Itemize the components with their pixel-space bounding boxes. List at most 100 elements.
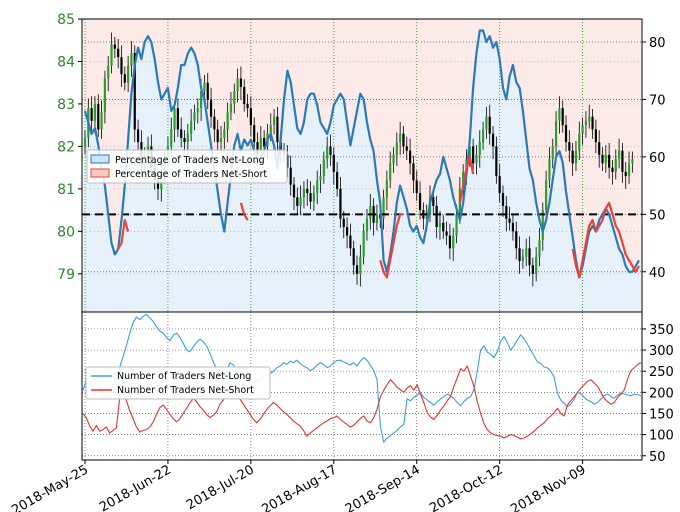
- long-shade-bar: [531, 179, 536, 312]
- short-shade-bar: [544, 19, 549, 221]
- long-shade-bar: [514, 82, 519, 312]
- candle-body: [203, 82, 206, 92]
- long-shade-bar: [610, 225, 615, 312]
- short-shade-bar: [146, 19, 151, 37]
- long-shade-bar: [541, 231, 545, 312]
- short-shade-bar: [391, 19, 396, 232]
- short-shade-bar: [352, 19, 356, 129]
- candle-body: [299, 197, 302, 206]
- date-tick-label: 2018-Oct-12: [427, 462, 505, 512]
- candle-body: [535, 256, 538, 274]
- candle-body: [598, 142, 601, 155]
- long-shade-bar: [342, 99, 346, 313]
- long-shade-bar: [179, 64, 184, 312]
- candle-body: [359, 256, 362, 274]
- short-shade-bar: [444, 19, 449, 169]
- candle-body: [253, 125, 256, 143]
- candle-body: [326, 146, 329, 160]
- short-shade-bar: [448, 19, 453, 180]
- candle-body: [93, 103, 97, 121]
- candle-body: [180, 129, 183, 138]
- price-axis: 79 80 81 82 83 84 85: [57, 12, 82, 283]
- candle-body: [345, 227, 349, 236]
- long-shade-bar: [524, 139, 529, 312]
- candle-body: [173, 108, 176, 130]
- candle-body: [385, 180, 388, 198]
- candle-body: [541, 210, 544, 240]
- candle-body: [226, 112, 229, 130]
- short-shade-bar: [219, 19, 224, 215]
- short-shade-bar: [96, 19, 101, 146]
- short-shade-bar: [398, 19, 403, 186]
- candle-body: [578, 133, 581, 151]
- candle-body: [216, 129, 219, 143]
- candle-body: [309, 193, 312, 202]
- candle-body: [229, 103, 233, 113]
- candle-body: [306, 188, 309, 194]
- candle-body: [402, 133, 405, 147]
- short-shade-bar: [206, 19, 210, 123]
- percent-tick-label: 40: [649, 266, 666, 281]
- candle-body: [551, 146, 554, 160]
- short-shade-bar: [381, 19, 386, 261]
- short-shade-bar: [524, 19, 529, 140]
- long-shade-bar: [627, 271, 632, 312]
- count-axis: 50 100 150 200 250 300 350: [642, 323, 674, 465]
- short-shade-bar: [186, 19, 190, 54]
- candle-body: [243, 86, 246, 104]
- candle-body: [117, 48, 120, 58]
- short-shade-bar: [547, 19, 552, 203]
- candle-body: [209, 99, 213, 117]
- candle-body: [621, 150, 624, 172]
- candle-body: [624, 171, 627, 177]
- long-shade-bar: [86, 122, 91, 312]
- short-shade-bar: [149, 19, 154, 42]
- candle-body: [488, 116, 491, 134]
- long-shade-bar: [604, 208, 608, 312]
- short-shade-bar: [425, 19, 429, 226]
- candle-body: [531, 265, 534, 274]
- candle-body: [515, 231, 518, 249]
- short-shade-bar: [89, 19, 94, 134]
- candle-body: [176, 108, 179, 130]
- candle-body: [365, 218, 369, 232]
- short-shade-bar: [474, 19, 479, 54]
- short-shade-bar: [99, 19, 104, 169]
- long-shade-bar: [113, 254, 118, 312]
- candle-body: [438, 222, 442, 228]
- date-tick-label: 2018-Aug-17: [259, 462, 339, 512]
- percent-tick-label: 60: [649, 151, 666, 166]
- short-shade-bar: [189, 19, 194, 48]
- long-shade-bar: [272, 145, 277, 312]
- candle-body: [518, 248, 521, 262]
- long-shade-bar: [355, 110, 360, 312]
- long-shade-bar: [235, 133, 240, 312]
- candle-body: [239, 78, 243, 87]
- long-shade-bar: [385, 271, 390, 312]
- candle-body: [508, 218, 511, 223]
- short-shade-bar: [113, 19, 118, 255]
- candle-body: [302, 188, 306, 198]
- candle-body: [498, 176, 501, 194]
- long-shade-bar: [202, 99, 207, 313]
- candle-body: [193, 112, 196, 121]
- candle-body: [554, 120, 558, 147]
- long-shade-bar: [352, 128, 356, 312]
- candle-body: [103, 78, 107, 113]
- long-shade-bar: [408, 225, 413, 312]
- long-shade-bar: [464, 174, 469, 312]
- candle-body: [133, 52, 136, 130]
- candle-body: [355, 265, 359, 274]
- short-shade-bar: [212, 19, 217, 169]
- candle-body: [170, 129, 173, 147]
- candle-body: [259, 137, 262, 155]
- candle-body: [448, 235, 452, 249]
- short-shade-bar: [507, 19, 512, 77]
- short-shade-bar: [318, 19, 323, 123]
- short-shade-bar: [292, 19, 297, 106]
- candle-body: [581, 125, 584, 134]
- long-shade-bar: [637, 260, 642, 312]
- candle-body: [319, 176, 322, 181]
- candle-body: [418, 193, 422, 211]
- long-shade-bar: [411, 231, 416, 312]
